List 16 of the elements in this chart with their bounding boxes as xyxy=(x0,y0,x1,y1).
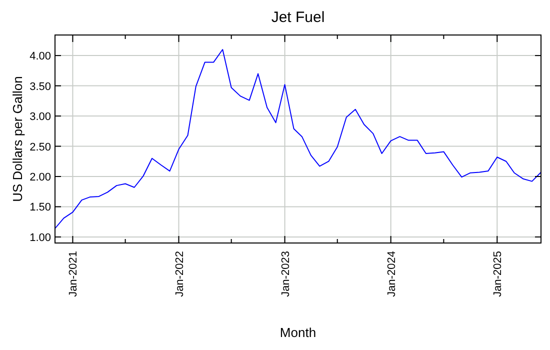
line-series xyxy=(55,49,541,229)
y-tick-label: 4.00 xyxy=(30,50,51,63)
x-tick-label: Jan-2024 xyxy=(386,251,398,297)
y-tick-label: 3.50 xyxy=(30,80,51,93)
x-tick-label: Jan-2025 xyxy=(492,251,504,297)
y-tick-label: 1.50 xyxy=(30,202,51,214)
y-tick-label: 2.50 xyxy=(30,141,51,154)
y-tick-label: 3.00 xyxy=(30,111,51,124)
x-axis-title: Month xyxy=(280,325,316,340)
y-tick-label: 2.00 xyxy=(30,171,51,184)
y-tick-label: 1.00 xyxy=(30,232,51,244)
x-tick-label: Jan-2022 xyxy=(174,251,186,297)
x-tick-label: Jan-2023 xyxy=(280,251,292,297)
chart-title: Jet Fuel xyxy=(271,9,325,26)
x-tick-label: Jan-2021 xyxy=(68,251,80,297)
y-axis-title: US Dollars per Gallon xyxy=(10,76,25,202)
